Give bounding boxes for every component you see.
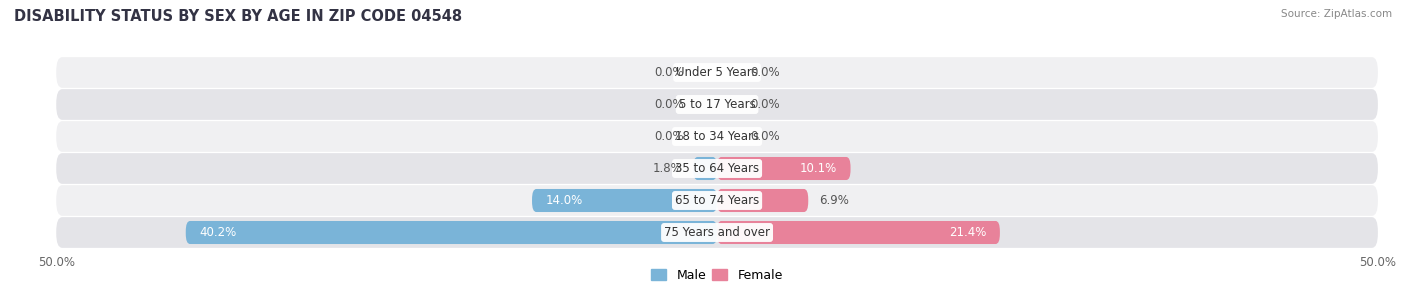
Text: 40.2%: 40.2%	[200, 226, 236, 239]
FancyBboxPatch shape	[693, 157, 717, 180]
Text: 0.0%: 0.0%	[654, 130, 685, 143]
Text: DISABILITY STATUS BY SEX BY AGE IN ZIP CODE 04548: DISABILITY STATUS BY SEX BY AGE IN ZIP C…	[14, 9, 463, 24]
FancyBboxPatch shape	[56, 153, 1378, 184]
FancyBboxPatch shape	[717, 189, 808, 212]
Text: 18 to 34 Years: 18 to 34 Years	[675, 130, 759, 143]
Text: 0.0%: 0.0%	[654, 66, 685, 79]
Text: 0.0%: 0.0%	[654, 98, 685, 111]
FancyBboxPatch shape	[186, 221, 717, 244]
FancyBboxPatch shape	[56, 185, 1378, 216]
Text: 35 to 64 Years: 35 to 64 Years	[675, 162, 759, 175]
FancyBboxPatch shape	[717, 221, 1000, 244]
Text: 0.0%: 0.0%	[751, 130, 780, 143]
Text: 0.0%: 0.0%	[751, 98, 780, 111]
Text: 6.9%: 6.9%	[818, 194, 849, 207]
Text: 1.8%: 1.8%	[652, 162, 683, 175]
Text: 10.1%: 10.1%	[800, 162, 838, 175]
Text: 75 Years and over: 75 Years and over	[664, 226, 770, 239]
FancyBboxPatch shape	[531, 189, 717, 212]
Text: 0.0%: 0.0%	[751, 66, 780, 79]
Text: 65 to 74 Years: 65 to 74 Years	[675, 194, 759, 207]
FancyBboxPatch shape	[56, 121, 1378, 152]
Text: 21.4%: 21.4%	[949, 226, 987, 239]
FancyBboxPatch shape	[56, 89, 1378, 120]
Text: 5 to 17 Years: 5 to 17 Years	[679, 98, 755, 111]
Text: Under 5 Years: Under 5 Years	[676, 66, 758, 79]
Text: 14.0%: 14.0%	[546, 194, 582, 207]
FancyBboxPatch shape	[56, 57, 1378, 88]
Legend: Male, Female: Male, Female	[647, 264, 787, 287]
Text: Source: ZipAtlas.com: Source: ZipAtlas.com	[1281, 9, 1392, 19]
FancyBboxPatch shape	[56, 217, 1378, 248]
FancyBboxPatch shape	[717, 157, 851, 180]
